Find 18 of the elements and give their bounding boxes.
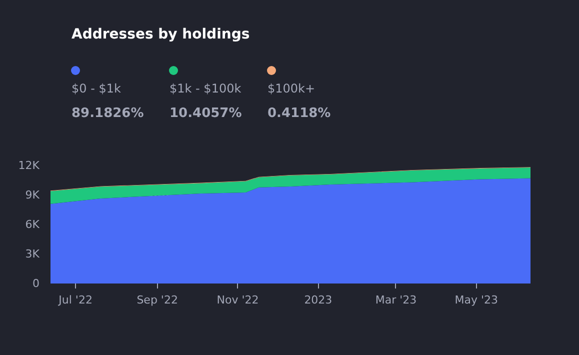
x-tick-label: Jul '22 — [58, 294, 92, 306]
legend-label: $1k - $100k — [170, 82, 242, 96]
text: 0.4118% — [268, 106, 331, 121]
y-tick-label: 6K — [25, 218, 40, 231]
y-tick-label: 9K — [25, 188, 40, 202]
y-tick-label: 3K — [25, 248, 40, 260]
chart-title: Addresses by holdings — [72, 26, 250, 42]
x-tick-label: Nov '22 — [216, 294, 259, 306]
x-tick-label: May '23 — [454, 294, 498, 306]
text: 89.1826% — [72, 106, 144, 121]
legend-label: $0 - $1k — [72, 82, 121, 96]
y-tick-label: 12K — [18, 159, 40, 172]
y-tick-label: 0 — [32, 277, 40, 290]
x-tick-label: 2023 — [304, 294, 332, 306]
x-tick-label: Mar '23 — [375, 294, 417, 306]
text: 10.4057% — [170, 106, 242, 121]
x-tick-label: Sep '22 — [136, 294, 178, 306]
legend-label: $100k+ — [268, 82, 316, 96]
